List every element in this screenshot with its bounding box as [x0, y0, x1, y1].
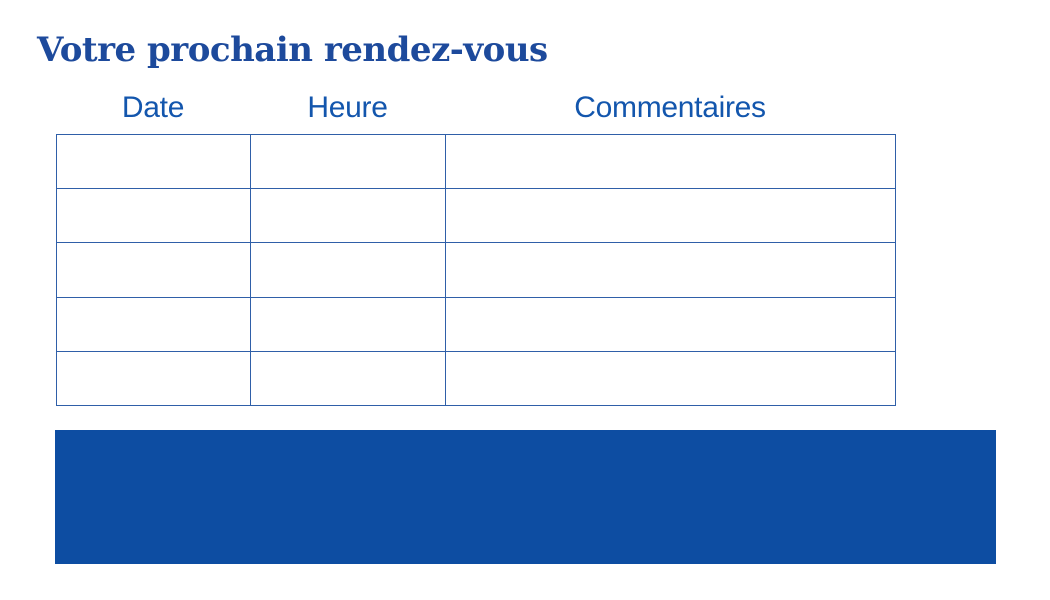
table-cell[interactable]: [56, 133, 251, 190]
bottom-banner: [55, 430, 996, 564]
table-cell[interactable]: [250, 133, 446, 190]
appointments-table-body: [56, 133, 896, 407]
table-row: [56, 296, 896, 352]
page-title: Votre prochain rendez-vous: [37, 30, 548, 70]
table-cell[interactable]: [445, 133, 896, 190]
table-cell[interactable]: [56, 188, 251, 244]
table-cell[interactable]: [445, 242, 896, 298]
table-row: [56, 133, 896, 190]
table-cell[interactable]: [56, 242, 251, 298]
table-row: [56, 242, 896, 298]
table-cell[interactable]: [445, 188, 896, 244]
table-cell[interactable]: [445, 350, 896, 407]
table-cell[interactable]: [250, 242, 446, 298]
table-cell[interactable]: [250, 296, 446, 352]
column-header-date: Date: [121, 91, 185, 124]
column-header-heure: Heure: [307, 91, 388, 124]
table-cell[interactable]: [56, 350, 251, 407]
table-cell[interactable]: [250, 350, 446, 407]
table-cell[interactable]: [250, 188, 446, 244]
table-column-headers: Date Heure Commentaires: [56, 93, 895, 123]
column-header-commentaires: Commentaires: [574, 91, 766, 124]
table-cell[interactable]: [445, 296, 896, 352]
table-row: [56, 350, 896, 407]
table-cell[interactable]: [56, 296, 251, 352]
table-row: [56, 188, 896, 244]
appointments-table: [56, 133, 896, 407]
